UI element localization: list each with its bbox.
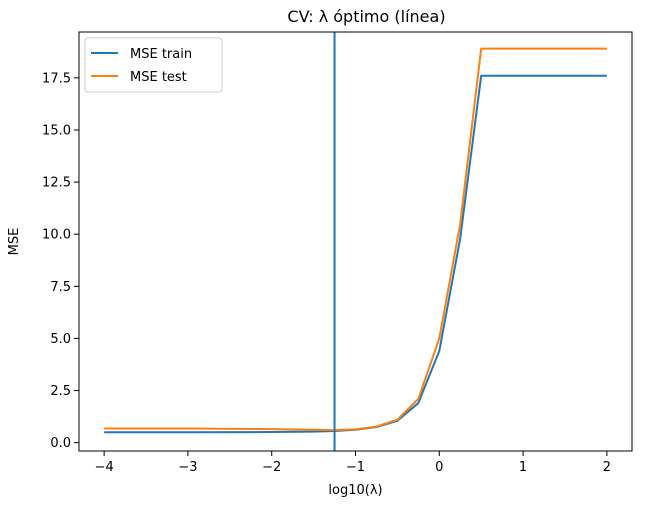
x-tick-label: 0 xyxy=(435,460,443,475)
y-tick-label: 7.5 xyxy=(50,280,71,295)
plot-lines xyxy=(104,47,607,434)
legend-label-mse-train: MSE train xyxy=(130,47,192,62)
x-tick-label: 1 xyxy=(519,460,527,475)
y-tick-label: 12.5 xyxy=(42,176,71,191)
y-axis: 0.0 2.5 5.0 7.5 10.0 12.5 15.0 17.5 xyxy=(42,71,79,451)
legend: MSE train MSE test xyxy=(84,37,223,93)
x-tick-label: −4 xyxy=(95,460,114,475)
x-tick-label: −2 xyxy=(262,460,281,475)
y-tick-label: 2.5 xyxy=(50,384,71,399)
series-line-1 xyxy=(104,47,607,432)
y-axis-title: MSE xyxy=(7,228,22,256)
y-tick-label: 15.0 xyxy=(42,123,71,138)
y-tick-label: 17.5 xyxy=(42,71,71,86)
y-tick-label: 0.0 xyxy=(50,436,71,451)
legend-box xyxy=(84,37,223,93)
y-tick-label: 10.0 xyxy=(42,228,71,243)
y-tick-label: 5.0 xyxy=(50,332,71,347)
x-tick-label: −1 xyxy=(346,460,365,475)
chart-title: CV: λ óptimo (línea) xyxy=(287,7,445,26)
x-tick-label: 2 xyxy=(603,460,611,475)
x-tick-label: −3 xyxy=(178,460,197,475)
legend-label-mse-test: MSE test xyxy=(130,70,187,85)
x-axis: −4 −3 −2 −1 0 1 2 xyxy=(95,451,611,475)
x-axis-title: log10(λ) xyxy=(328,483,382,498)
